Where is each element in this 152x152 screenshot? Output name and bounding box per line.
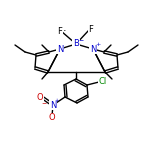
Text: B: B — [73, 40, 79, 48]
Text: N: N — [90, 45, 96, 54]
Text: N: N — [50, 100, 56, 109]
Text: F: F — [89, 26, 93, 35]
Text: .: . — [63, 23, 67, 33]
Text: +: + — [55, 98, 59, 104]
Text: O: O — [37, 93, 43, 102]
Text: +: + — [95, 43, 101, 47]
Text: N: N — [57, 45, 63, 54]
Text: −: − — [78, 38, 84, 43]
Text: −: − — [41, 100, 47, 105]
Text: F: F — [58, 26, 62, 36]
Text: O: O — [49, 114, 55, 123]
Text: Cl: Cl — [99, 78, 107, 86]
